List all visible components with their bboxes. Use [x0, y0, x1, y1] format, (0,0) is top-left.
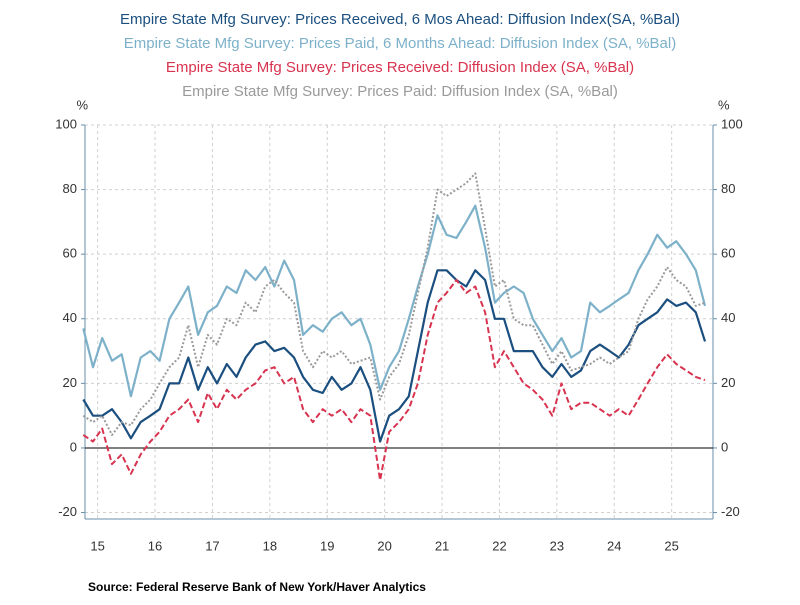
legend-entry: Empire State Mfg Survey: Prices Received… [120, 11, 680, 28]
y-tick-label-right: 40 [721, 310, 735, 325]
x-tick-label: 21 [435, 538, 449, 553]
x-tick-label: 18 [263, 538, 277, 553]
x-tick-label: 24 [607, 538, 621, 553]
x-tick-label: 25 [664, 538, 678, 553]
legend-entry: Empire State Mfg Survey: Prices Paid, 6 … [124, 35, 676, 52]
y-tick-label: 40 [63, 310, 77, 325]
y-tick-label: 0 [70, 439, 77, 454]
y-tick-label-right: -20 [721, 504, 740, 519]
y-tick-label: 100 [55, 116, 77, 131]
x-tick-label: 19 [320, 538, 334, 553]
y-unit-left: % [76, 97, 88, 112]
source-note: Source: Federal Reserve Bank of New York… [88, 580, 426, 594]
x-tick-label: 17 [205, 538, 219, 553]
legend-entry: Empire State Mfg Survey: Prices Received… [166, 59, 634, 76]
y-tick-label: 20 [63, 375, 77, 390]
y-tick-label-right: 20 [721, 375, 735, 390]
y-tick-label: 80 [63, 181, 77, 196]
x-tick-label: 20 [377, 538, 391, 553]
x-tick-label: 16 [148, 538, 162, 553]
legend-entry: Empire State Mfg Survey: Prices Paid: Di… [182, 83, 618, 100]
y-unit-right: % [718, 97, 730, 112]
series-line [82, 269, 707, 443]
series-line [82, 172, 706, 436]
x-tick-label: 23 [550, 538, 564, 553]
y-tick-label: -20 [58, 504, 77, 519]
y-tick-label-right: 100 [721, 116, 743, 131]
x-tick-label: 15 [90, 538, 104, 553]
x-tick-label: 22 [492, 538, 506, 553]
series-line [82, 279, 706, 482]
y-tick-label-right: 80 [721, 181, 735, 196]
y-tick-label-right: 0 [721, 439, 728, 454]
y-tick-label-right: 60 [721, 246, 735, 261]
y-tick-label: 60 [63, 246, 77, 261]
series-line [82, 204, 707, 398]
